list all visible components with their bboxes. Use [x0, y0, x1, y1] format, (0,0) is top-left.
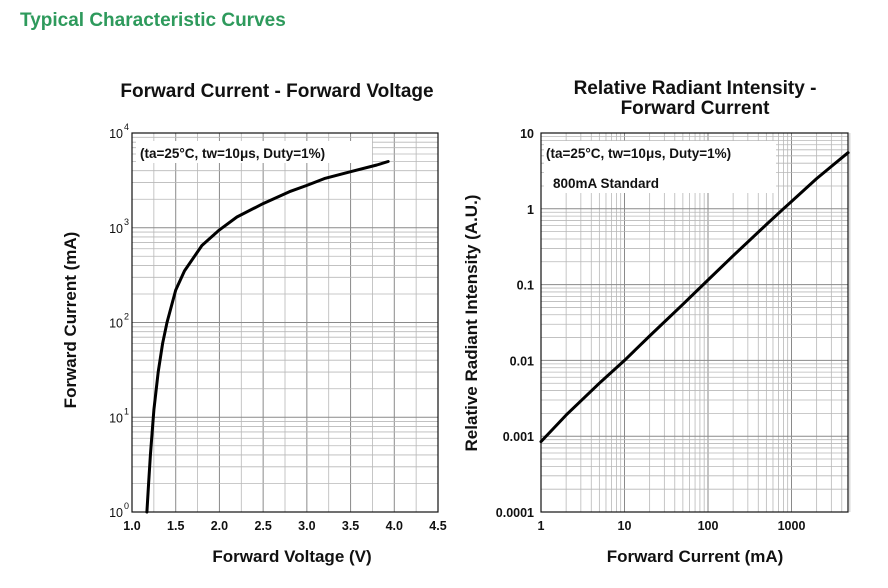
chart1-y-tick-label: 10 — [109, 506, 123, 520]
chart1-y-tick-label: 10 — [109, 317, 123, 331]
chart2-annotation-standard: 800mA Standard — [553, 176, 659, 191]
chart1-series-line — [145, 160, 390, 514]
chart2-series-line — [539, 151, 850, 444]
chart2-x-tick-label: 100 — [698, 519, 719, 533]
chart2-title-line2: Forward Current — [620, 98, 770, 119]
chart1-y-axis-label: Forward Current (mA) — [61, 232, 80, 409]
chart1-x-tick-labels: 1.0 1.5 2.0 2.5 3.0 3.5 4.0 4.5 — [123, 519, 446, 533]
chart1-x-tick-label: 2.0 — [211, 519, 228, 533]
chart1-annotation: (ta=25°C, tw=10μs, Duty=1%) — [140, 146, 325, 161]
chart2-y-tick-label: 0.001 — [503, 430, 534, 444]
chart2-annotation-bg — [544, 141, 776, 193]
chart1-x-tick-label: 4.0 — [386, 519, 403, 533]
chart2-y-axis-label: Relative Radiant Intensity (A.U.) — [462, 195, 481, 452]
chart2-y-tick-label: 0.1 — [517, 279, 534, 293]
chart2-x-tick-labels: 1 10 100 1000 — [538, 519, 806, 533]
chart1-title: Forward Current - Forward Voltage — [120, 81, 434, 102]
chart1-x-tick-label: 4.5 — [429, 519, 446, 533]
chart1-x-tick-label: 3.5 — [342, 519, 359, 533]
chart2-x-axis-label: Forward Current (mA) — [607, 547, 784, 566]
chart1-annotation-bg — [136, 141, 372, 163]
chart2-x-tick-label: 1000 — [778, 519, 806, 533]
chart2-title: Relative Radiant Intensity - Forward Cur… — [530, 79, 860, 119]
chart2-y-tick-label: 0.01 — [510, 354, 534, 368]
chart1-x-tick-label: 1.5 — [167, 519, 184, 533]
chart1-y-tick-exponent: 0 — [124, 501, 129, 511]
chart2-x-tick-label: 10 — [618, 519, 632, 533]
chart2-plot-frame — [540, 132, 849, 513]
chart2-annotation: (ta=25°C, tw=10μs, Duty=1%) — [546, 146, 731, 161]
chart2-title-line1: Relative Radiant Intensity - — [573, 78, 817, 99]
page-title: Typical Characteristic Curves — [20, 10, 286, 31]
chart1-y-tick-label: 10 — [109, 411, 123, 425]
chart1-x-tick-label: 3.0 — [298, 519, 315, 533]
chart2-y-tick-label: 1 — [527, 203, 534, 217]
chart1-x-axis-label: Forward Voltage (V) — [212, 547, 371, 566]
chart2-gridlines — [540, 133, 851, 513]
chart1-y-tick-exponent: 4 — [124, 122, 129, 132]
chart1-x-tick-label: 2.5 — [254, 519, 271, 533]
chart1-gridlines — [131, 133, 439, 513]
chart1-y-tick-label: 10 — [109, 127, 123, 141]
chart1-y-tick-exponent: 1 — [124, 406, 129, 416]
chart1-y-tick-exponent: 2 — [124, 312, 129, 322]
chart1-y-tick-exponent: 3 — [124, 217, 129, 227]
chart2-y-tick-label: 0.0001 — [496, 506, 534, 520]
chart2-y-tick-label: 10 — [520, 127, 534, 141]
chart2-x-tick-label: 1 — [538, 519, 545, 533]
chart1-y-tick-label: 10 — [109, 222, 123, 236]
chart2-y-tick-labels: 0.0001 0.001 0.01 0.1 1 10 — [496, 127, 534, 520]
chart1-plot-frame — [131, 132, 439, 513]
chart1-x-tick-label: 1.0 — [123, 519, 140, 533]
